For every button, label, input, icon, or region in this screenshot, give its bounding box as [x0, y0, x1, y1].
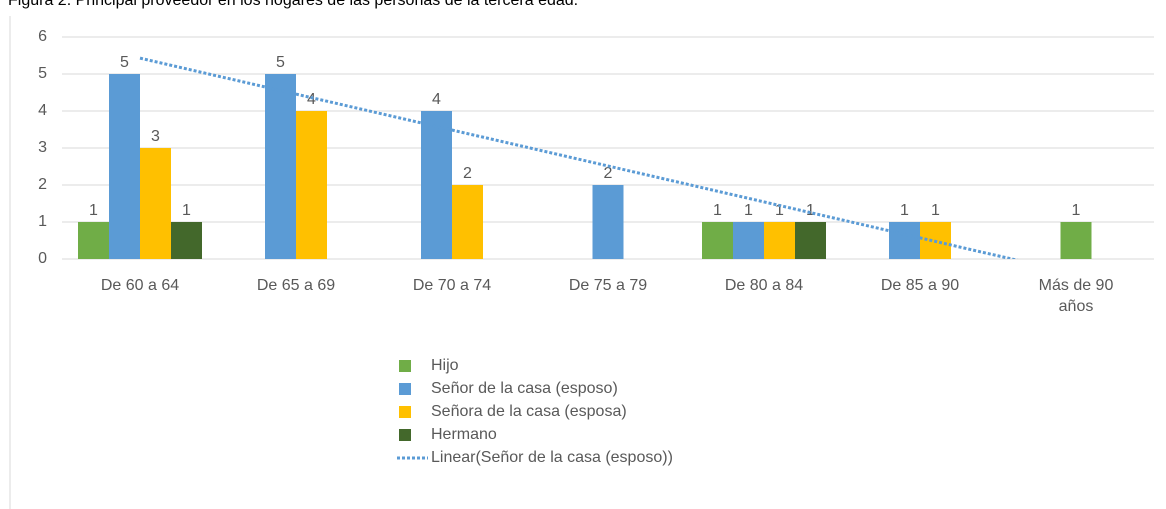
x-tick-label: De 85 a 90	[880, 277, 960, 294]
x-tick-label: De 65 a 69	[256, 277, 336, 294]
data-label: 1	[806, 202, 815, 219]
x-tick-label: De 60 a 64	[100, 277, 180, 294]
data-label: 1	[713, 202, 722, 219]
data-label: 1	[931, 202, 940, 219]
y-tick-label: 1	[38, 213, 47, 230]
bar	[421, 111, 452, 259]
x-tick-label: Más de 90 años	[1038, 277, 1114, 315]
legend-swatch	[399, 406, 411, 418]
legend-swatch	[399, 360, 411, 372]
bar	[1060, 222, 1092, 259]
data-label: 5	[120, 54, 129, 71]
y-tick-label: 5	[38, 65, 47, 82]
data-label: 1	[744, 202, 753, 219]
bar	[109, 74, 140, 259]
bar	[889, 222, 920, 259]
bar	[795, 222, 826, 259]
data-label: 4	[307, 91, 316, 108]
data-label: 2	[604, 165, 613, 182]
y-tick-label: 6	[38, 28, 47, 45]
data-label: 2	[463, 165, 472, 182]
data-label: 3	[151, 128, 160, 145]
data-label: 1	[182, 202, 191, 219]
y-tick-label: 3	[38, 139, 47, 156]
data-label: 4	[432, 91, 441, 108]
bar	[702, 222, 733, 259]
bar	[171, 222, 202, 259]
bar	[452, 185, 483, 259]
legend-swatch	[399, 429, 411, 441]
legend-label: Señor de la casa (esposo)	[431, 380, 618, 397]
bar	[764, 222, 795, 259]
bar	[592, 185, 624, 259]
bar	[78, 222, 109, 259]
bar	[296, 111, 327, 259]
data-label: 1	[1072, 202, 1081, 219]
data-label: 1	[89, 202, 98, 219]
data-label: 5	[276, 54, 285, 71]
x-tick-label: De 80 a 84	[724, 277, 804, 294]
bar	[733, 222, 764, 259]
legend-label: Señora de la casa (esposa)	[431, 403, 627, 420]
data-label: 1	[775, 202, 784, 219]
legend-label: Linear(Señor de la casa (esposo))	[431, 449, 673, 466]
chart-title: Figura 2. Principal proveedor en los hog…	[8, 0, 579, 9]
x-tick-label: De 75 a 79	[568, 277, 648, 294]
trend-line	[139, 56, 1019, 259]
bar	[265, 74, 296, 259]
legend-label: Hijo	[431, 357, 459, 374]
data-label: 1	[900, 202, 909, 219]
legend-label: Hermano	[431, 426, 497, 443]
bar	[140, 148, 171, 259]
y-tick-label: 2	[38, 176, 47, 193]
legend-swatch	[399, 383, 411, 395]
y-tick-label: 0	[38, 250, 47, 267]
y-tick-label: 4	[38, 102, 47, 119]
x-tick-label: De 70 a 74	[412, 277, 492, 294]
